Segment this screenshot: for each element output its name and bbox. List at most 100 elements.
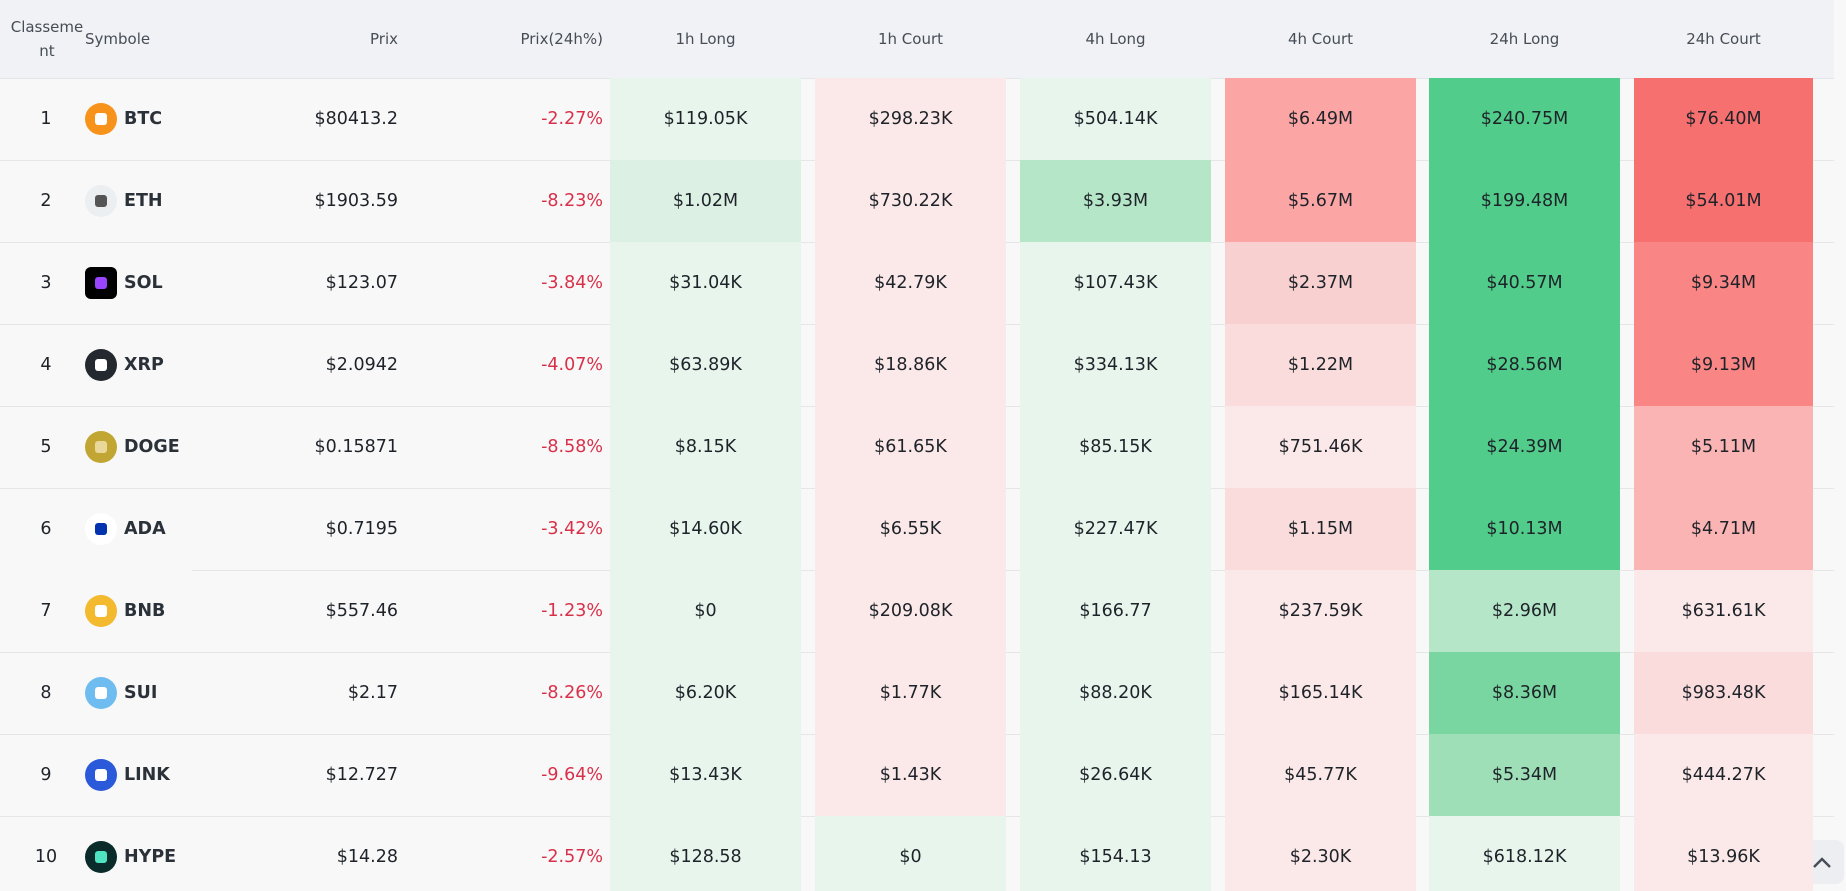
rank-cell: 6 (40, 519, 52, 539)
value-cell: $983.48K (1681, 683, 1766, 703)
coin-glyph (95, 687, 107, 699)
value-cell: $3.93M (1082, 191, 1149, 211)
heat-cell-bg (1429, 570, 1620, 652)
symbol-cell: BNB (124, 601, 166, 621)
coin-glyph (95, 441, 107, 453)
coin-glyph (95, 113, 107, 125)
value-cell: $730.22K (868, 191, 953, 211)
row-divider (192, 570, 1834, 571)
value-cell: $107.43K (1073, 273, 1158, 293)
header-cell: Prix(24h%) (520, 30, 603, 48)
coin-icon (85, 267, 117, 299)
value-cell: $0.15871 (314, 437, 398, 457)
heat-cell-bg (1225, 160, 1416, 242)
header-cell: 24h Long (1489, 30, 1560, 48)
value-cell: $128.58 (669, 847, 742, 867)
heat-cell-bg (610, 816, 801, 891)
value-cell: $8.36M (1491, 683, 1558, 703)
value-cell: $199.48M (1480, 191, 1569, 211)
heat-cell-bg (1634, 570, 1813, 652)
value-cell: $28.56M (1486, 355, 1563, 375)
rank-cell: 9 (40, 765, 52, 785)
heat-cell-bg (1225, 78, 1416, 160)
value-cell: $1.15M (1287, 519, 1354, 539)
coin-glyph (95, 195, 107, 207)
value-cell: $24.39M (1486, 437, 1563, 457)
heat-cell-bg (1020, 488, 1211, 570)
heat-cell-bg (1634, 734, 1813, 816)
value-cell: $63.89K (669, 355, 742, 375)
coin-icon (85, 677, 117, 709)
rank-cell: 3 (40, 273, 52, 293)
heat-cell-bg (1225, 652, 1416, 734)
heat-cell-bg (815, 734, 1006, 816)
value-cell: $12.727 (325, 765, 398, 785)
change-cell: -4.07% (541, 355, 603, 375)
heat-cell-bg (610, 652, 801, 734)
heat-cell-bg (1225, 488, 1416, 570)
heat-cell-bg (815, 816, 1006, 891)
heat-cell-bg (1634, 816, 1813, 891)
value-cell: $0 (694, 601, 717, 621)
value-cell: $76.40M (1685, 109, 1762, 129)
coin-icon (85, 349, 117, 381)
header-cell: 1h Court (877, 30, 944, 48)
value-cell: $165.14K (1278, 683, 1363, 703)
value-cell: $5.67M (1287, 191, 1354, 211)
value-cell: $618.12K (1482, 847, 1567, 867)
symbol-cell: HYPE (124, 847, 177, 867)
value-cell: $751.46K (1278, 437, 1363, 457)
value-cell: $1.02M (672, 191, 739, 211)
heat-cell-bg (1429, 488, 1620, 570)
coin-icon (85, 185, 117, 217)
rank-cell: 1 (40, 109, 52, 129)
heat-cell-bg (610, 570, 801, 652)
value-cell: $504.14K (1073, 109, 1158, 129)
heat-cell-bg (1634, 406, 1813, 488)
heat-cell-bg (1429, 242, 1620, 324)
heat-cell-bg (1020, 160, 1211, 242)
heat-cell-bg (1225, 816, 1416, 891)
value-cell: $8.15K (674, 437, 737, 457)
chevron-icon (1813, 857, 1831, 868)
header-cell: 1h Long (675, 30, 736, 48)
value-cell: $298.23K (868, 109, 953, 129)
value-cell: $444.27K (1681, 765, 1766, 785)
change-cell: -9.64% (541, 765, 603, 785)
value-cell: $631.61K (1681, 601, 1766, 621)
value-cell: $85.15K (1079, 437, 1152, 457)
value-cell: $54.01M (1685, 191, 1762, 211)
value-cell: $6.55K (879, 519, 942, 539)
heat-cell-bg (1429, 406, 1620, 488)
value-cell: $5.34M (1491, 765, 1558, 785)
coin-glyph (95, 359, 107, 371)
value-cell: $0 (899, 847, 922, 867)
value-cell: $227.47K (1073, 519, 1158, 539)
header-cell: Prix (370, 30, 398, 48)
rank-cell: 8 (40, 683, 52, 703)
value-cell: $240.75M (1480, 109, 1569, 129)
heat-cell-bg (610, 160, 801, 242)
change-cell: -2.57% (541, 847, 603, 867)
header-cell: 24h Court (1686, 30, 1761, 48)
coin-icon (85, 595, 117, 627)
rank-cell: 4 (40, 355, 52, 375)
heat-cell-bg (1634, 652, 1813, 734)
heat-cell-bg (1634, 242, 1813, 324)
heat-cell-bg (1225, 324, 1416, 406)
heat-cell-bg (815, 242, 1006, 324)
heat-cell-bg (815, 160, 1006, 242)
heat-cell-bg (610, 406, 801, 488)
value-cell: $18.86K (874, 355, 947, 375)
value-cell: $14.28 (336, 847, 398, 867)
value-cell: $334.13K (1073, 355, 1158, 375)
heat-cell-bg (1225, 406, 1416, 488)
value-cell: $6.20K (674, 683, 737, 703)
heat-cell-bg (815, 324, 1006, 406)
heat-cell-bg (1225, 570, 1416, 652)
value-cell: $166.77 (1079, 601, 1152, 621)
change-cell: -1.23% (541, 601, 603, 621)
heat-cell-bg (1225, 734, 1416, 816)
coin-icon (85, 759, 117, 791)
